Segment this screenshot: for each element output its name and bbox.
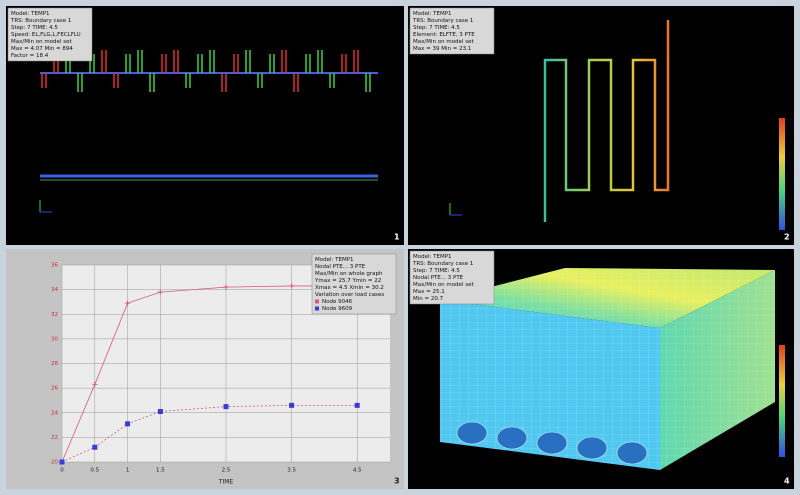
x-axis-label: TIME	[218, 479, 234, 486]
y-tick-label: 22	[51, 435, 58, 441]
x-tick-label: 2.5	[222, 468, 231, 474]
data-point	[92, 445, 97, 450]
viewport-number: 4	[784, 477, 790, 486]
info-box	[312, 254, 396, 314]
x-tick-label: 1.5	[156, 468, 165, 474]
y-tick-label: 32	[51, 312, 58, 318]
color-scale	[779, 118, 785, 230]
info-line: TRS: Boundary case 1	[10, 18, 71, 24]
info-line: Model: TEMP1	[11, 11, 50, 17]
y-tick-label: 30	[51, 336, 58, 342]
info-line: Speed: EL,FLG,L,FECLFLU	[11, 32, 81, 38]
y-tick-label: 20	[51, 460, 58, 466]
info-line: Element: ELFTE, 3 PTE	[413, 32, 475, 38]
y-tick-label: 24	[51, 410, 58, 416]
info-line: Step: 7 TIME: 4.5	[413, 25, 460, 31]
info-line: TRS: Boundary case 1	[412, 18, 473, 24]
color-scale	[779, 345, 785, 457]
info-line: Max = 4.07 Min = 894	[11, 46, 73, 52]
data-point	[355, 403, 360, 408]
legend-entry: Node 9046	[322, 299, 353, 305]
info-line: Xmax = 4.5 Xmin = 30.2	[315, 285, 384, 291]
x-tick-label: 1	[126, 468, 130, 474]
info-line: Max/Min on model set	[413, 282, 474, 288]
info-line: Step: 7 TIME: 4.5	[11, 25, 58, 31]
data-point	[289, 403, 294, 408]
x-tick-label: 0.5	[90, 468, 99, 474]
info-line: TRS: Boundary case 1	[412, 261, 473, 267]
info-line: Max/Min on model set	[11, 39, 72, 45]
info-line: Model: TEMP1	[315, 257, 354, 263]
viewport-number: 3	[394, 477, 400, 486]
info-line: Max = 25.1	[413, 289, 445, 295]
info-line: Min = 20.7	[413, 296, 444, 302]
info-line: Factor = 18.4	[11, 53, 49, 59]
data-point	[224, 404, 229, 409]
info-line: Step: 7 TIME: 4.5	[413, 268, 460, 274]
x-tick-label: 3.5	[287, 468, 296, 474]
info-line: Model: TEMP1	[413, 11, 452, 17]
viewport-number: 1	[394, 233, 400, 242]
info-line: Nodal PTE... 3 PTE	[315, 264, 366, 270]
y-tick-label: 26	[51, 386, 58, 392]
x-tick-label: 4.5	[353, 468, 362, 474]
info-line: Max = 39 Min = 23.1	[413, 46, 471, 52]
data-point	[60, 460, 65, 465]
x-tick-label: 0	[60, 468, 64, 474]
viewport-number: 2	[784, 233, 790, 242]
info-line: Max/Min on model set	[413, 39, 474, 45]
legend-swatch	[315, 300, 319, 304]
y-tick-label: 36	[51, 263, 58, 269]
data-point	[125, 421, 130, 426]
info-line: Max/Min on whole graph	[315, 271, 383, 277]
info-line: Model: TEMP1	[413, 254, 452, 260]
legend-entry: Node 9609	[322, 306, 353, 312]
viewer: TIME 20222426283032343600.511.52.53.54.5…	[0, 0, 800, 495]
y-tick-label: 34	[51, 287, 58, 293]
y-tick-label: 28	[51, 361, 58, 367]
info-line: Nodal PTE... 3 PTE	[413, 275, 464, 281]
data-point	[158, 409, 163, 414]
legend-swatch	[315, 307, 319, 311]
info-line: Variation over load cases	[315, 292, 384, 298]
info-line: Ymax = 25.7 Ymin = 22	[314, 278, 381, 284]
